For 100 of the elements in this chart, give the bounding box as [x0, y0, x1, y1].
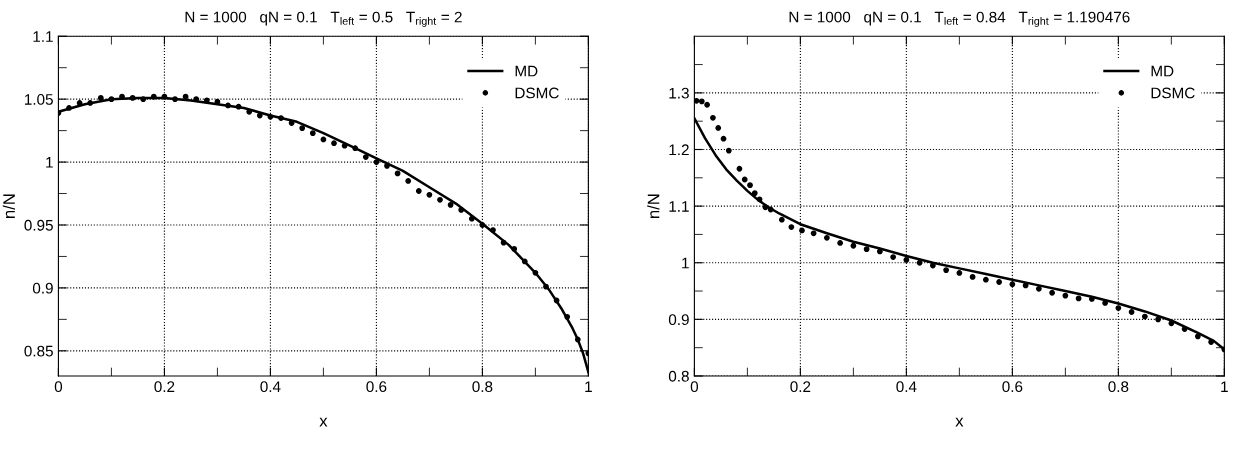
point	[574, 336, 581, 343]
point	[97, 95, 104, 101]
point	[1075, 295, 1082, 302]
point	[267, 113, 274, 120]
y-tick-label: 0.8	[668, 370, 689, 382]
point	[437, 196, 443, 203]
point	[331, 140, 337, 147]
x-tick-label: 0.2	[790, 381, 811, 393]
point	[1115, 305, 1122, 311]
y-tick-label: 1.1	[33, 31, 53, 42]
point	[929, 262, 936, 269]
point	[500, 239, 507, 246]
point	[235, 103, 242, 110]
point	[969, 274, 976, 280]
y-tick-label: 1.2	[669, 144, 689, 156]
x-tick-label: 0.8	[1108, 381, 1129, 393]
point	[996, 279, 1003, 285]
point	[1035, 285, 1042, 292]
point	[1208, 339, 1214, 345]
x-tick-label: 0.4	[260, 381, 281, 393]
point	[725, 147, 732, 154]
point	[736, 165, 743, 172]
point	[479, 222, 486, 228]
point	[415, 188, 422, 194]
point	[1141, 313, 1148, 320]
point	[747, 182, 753, 189]
point	[394, 170, 401, 177]
point	[256, 112, 263, 119]
point	[521, 258, 528, 265]
x-tick-label: 0.6	[1002, 381, 1023, 393]
x-tick-label: 0.2	[154, 381, 175, 393]
point	[715, 125, 722, 131]
chart-title: N = 1000 qN = 0.1 T$_{left}$ = 0.5 T$_{right}$ = 2	[185, 11, 462, 27]
point	[762, 204, 769, 211]
point	[741, 176, 748, 183]
x-axis-title: x	[955, 417, 964, 427]
point	[916, 259, 923, 266]
point	[1128, 309, 1135, 315]
x-tick-label: 1	[585, 381, 592, 392]
y-tick-label: 1	[682, 257, 689, 269]
point	[1155, 316, 1161, 323]
point	[767, 206, 774, 213]
point	[694, 97, 700, 104]
point	[458, 206, 465, 213]
point	[751, 190, 758, 196]
point	[214, 98, 221, 105]
point	[278, 115, 284, 121]
point	[553, 297, 560, 304]
point	[447, 201, 454, 208]
point	[1102, 300, 1109, 306]
point	[903, 257, 910, 263]
legend-label: DSMC	[515, 87, 559, 99]
point	[172, 96, 178, 103]
point	[698, 98, 705, 105]
y-tick-label: 1.1	[669, 201, 689, 212]
point	[543, 283, 549, 290]
y-tick-label: 1.3	[669, 87, 689, 99]
point	[1181, 326, 1188, 332]
point	[405, 178, 412, 184]
point	[943, 267, 950, 273]
point	[87, 100, 94, 106]
point	[982, 276, 989, 283]
x-tick-label: 1	[1221, 381, 1228, 392]
point	[532, 269, 539, 276]
point	[810, 230, 817, 237]
y-tick-label: 0.9	[668, 314, 689, 326]
y-axis-title: n/N	[647, 194, 660, 218]
point	[823, 234, 830, 241]
point	[788, 224, 795, 230]
point	[1088, 296, 1095, 302]
point	[490, 227, 496, 233]
point	[426, 191, 433, 198]
point	[299, 125, 306, 131]
point	[288, 120, 295, 126]
y-tick-label: 0.95	[24, 219, 53, 231]
point	[373, 159, 380, 165]
y-tick-label: 0.9	[32, 282, 53, 294]
point	[161, 93, 168, 100]
x-tick-label: 0	[54, 381, 63, 393]
point	[1168, 320, 1175, 327]
point	[710, 114, 716, 121]
point	[1022, 282, 1029, 289]
point	[182, 93, 189, 100]
point	[76, 100, 83, 106]
point	[850, 242, 857, 249]
point	[309, 130, 316, 137]
point	[246, 108, 253, 115]
point	[468, 215, 475, 222]
point	[140, 96, 147, 103]
point	[1009, 281, 1016, 288]
point	[108, 96, 115, 103]
point	[890, 254, 897, 260]
point	[129, 95, 136, 101]
point	[225, 102, 231, 109]
x-tick-label: 0.4	[896, 381, 917, 393]
point	[704, 101, 710, 108]
point	[1062, 292, 1069, 299]
point	[863, 246, 870, 253]
point	[720, 135, 727, 142]
x-tick-label: 0.6	[366, 381, 387, 393]
